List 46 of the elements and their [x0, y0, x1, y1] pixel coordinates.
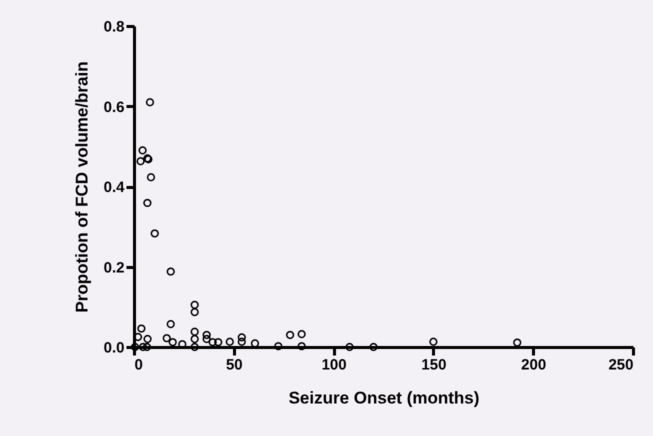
point: [513, 338, 522, 347]
y-tick-label: 0.6: [104, 98, 124, 116]
point: [146, 98, 154, 106]
x-tick-label: 150: [421, 356, 446, 374]
y-tick-label: 0.0: [104, 340, 124, 356]
point: [138, 146, 147, 154]
x-tick-label: 0: [134, 356, 143, 374]
x-axis-title: Seizure Onset (months): [288, 388, 480, 408]
point: [137, 324, 146, 333]
x-tick-label: 200: [521, 356, 546, 374]
point: [190, 300, 199, 309]
y-tick-label: 0.4: [104, 179, 126, 196]
point: [226, 338, 234, 346]
point: [214, 338, 222, 346]
point: [190, 328, 199, 336]
point: [166, 320, 175, 328]
point: [143, 334, 152, 344]
x-tick-label: 100: [322, 356, 347, 374]
point: [190, 334, 199, 344]
point: [274, 342, 282, 350]
y-tick-label: 0.8: [104, 18, 124, 36]
point: [298, 330, 306, 338]
point: [238, 338, 246, 346]
point: [286, 330, 294, 340]
point: [136, 157, 145, 166]
point: [238, 333, 246, 342]
point: [369, 342, 378, 352]
y-axis-title: Propotion of FCD volume/brain: [72, 61, 92, 313]
x-tick-label: 50: [226, 356, 243, 374]
point: [146, 173, 156, 182]
point: [150, 229, 159, 238]
x-tick-label: 250: [608, 356, 634, 374]
point: [190, 342, 199, 352]
point: [166, 267, 175, 276]
point: [202, 334, 211, 344]
point: [345, 342, 354, 352]
point: [162, 334, 171, 342]
y-tick-label: 0.2: [104, 259, 124, 276]
point: [202, 330, 211, 340]
point: [208, 338, 217, 346]
point: [168, 338, 177, 346]
point: [298, 342, 306, 350]
point: [138, 342, 148, 352]
point: [190, 308, 199, 316]
point: [143, 198, 152, 208]
point: [429, 338, 438, 346]
